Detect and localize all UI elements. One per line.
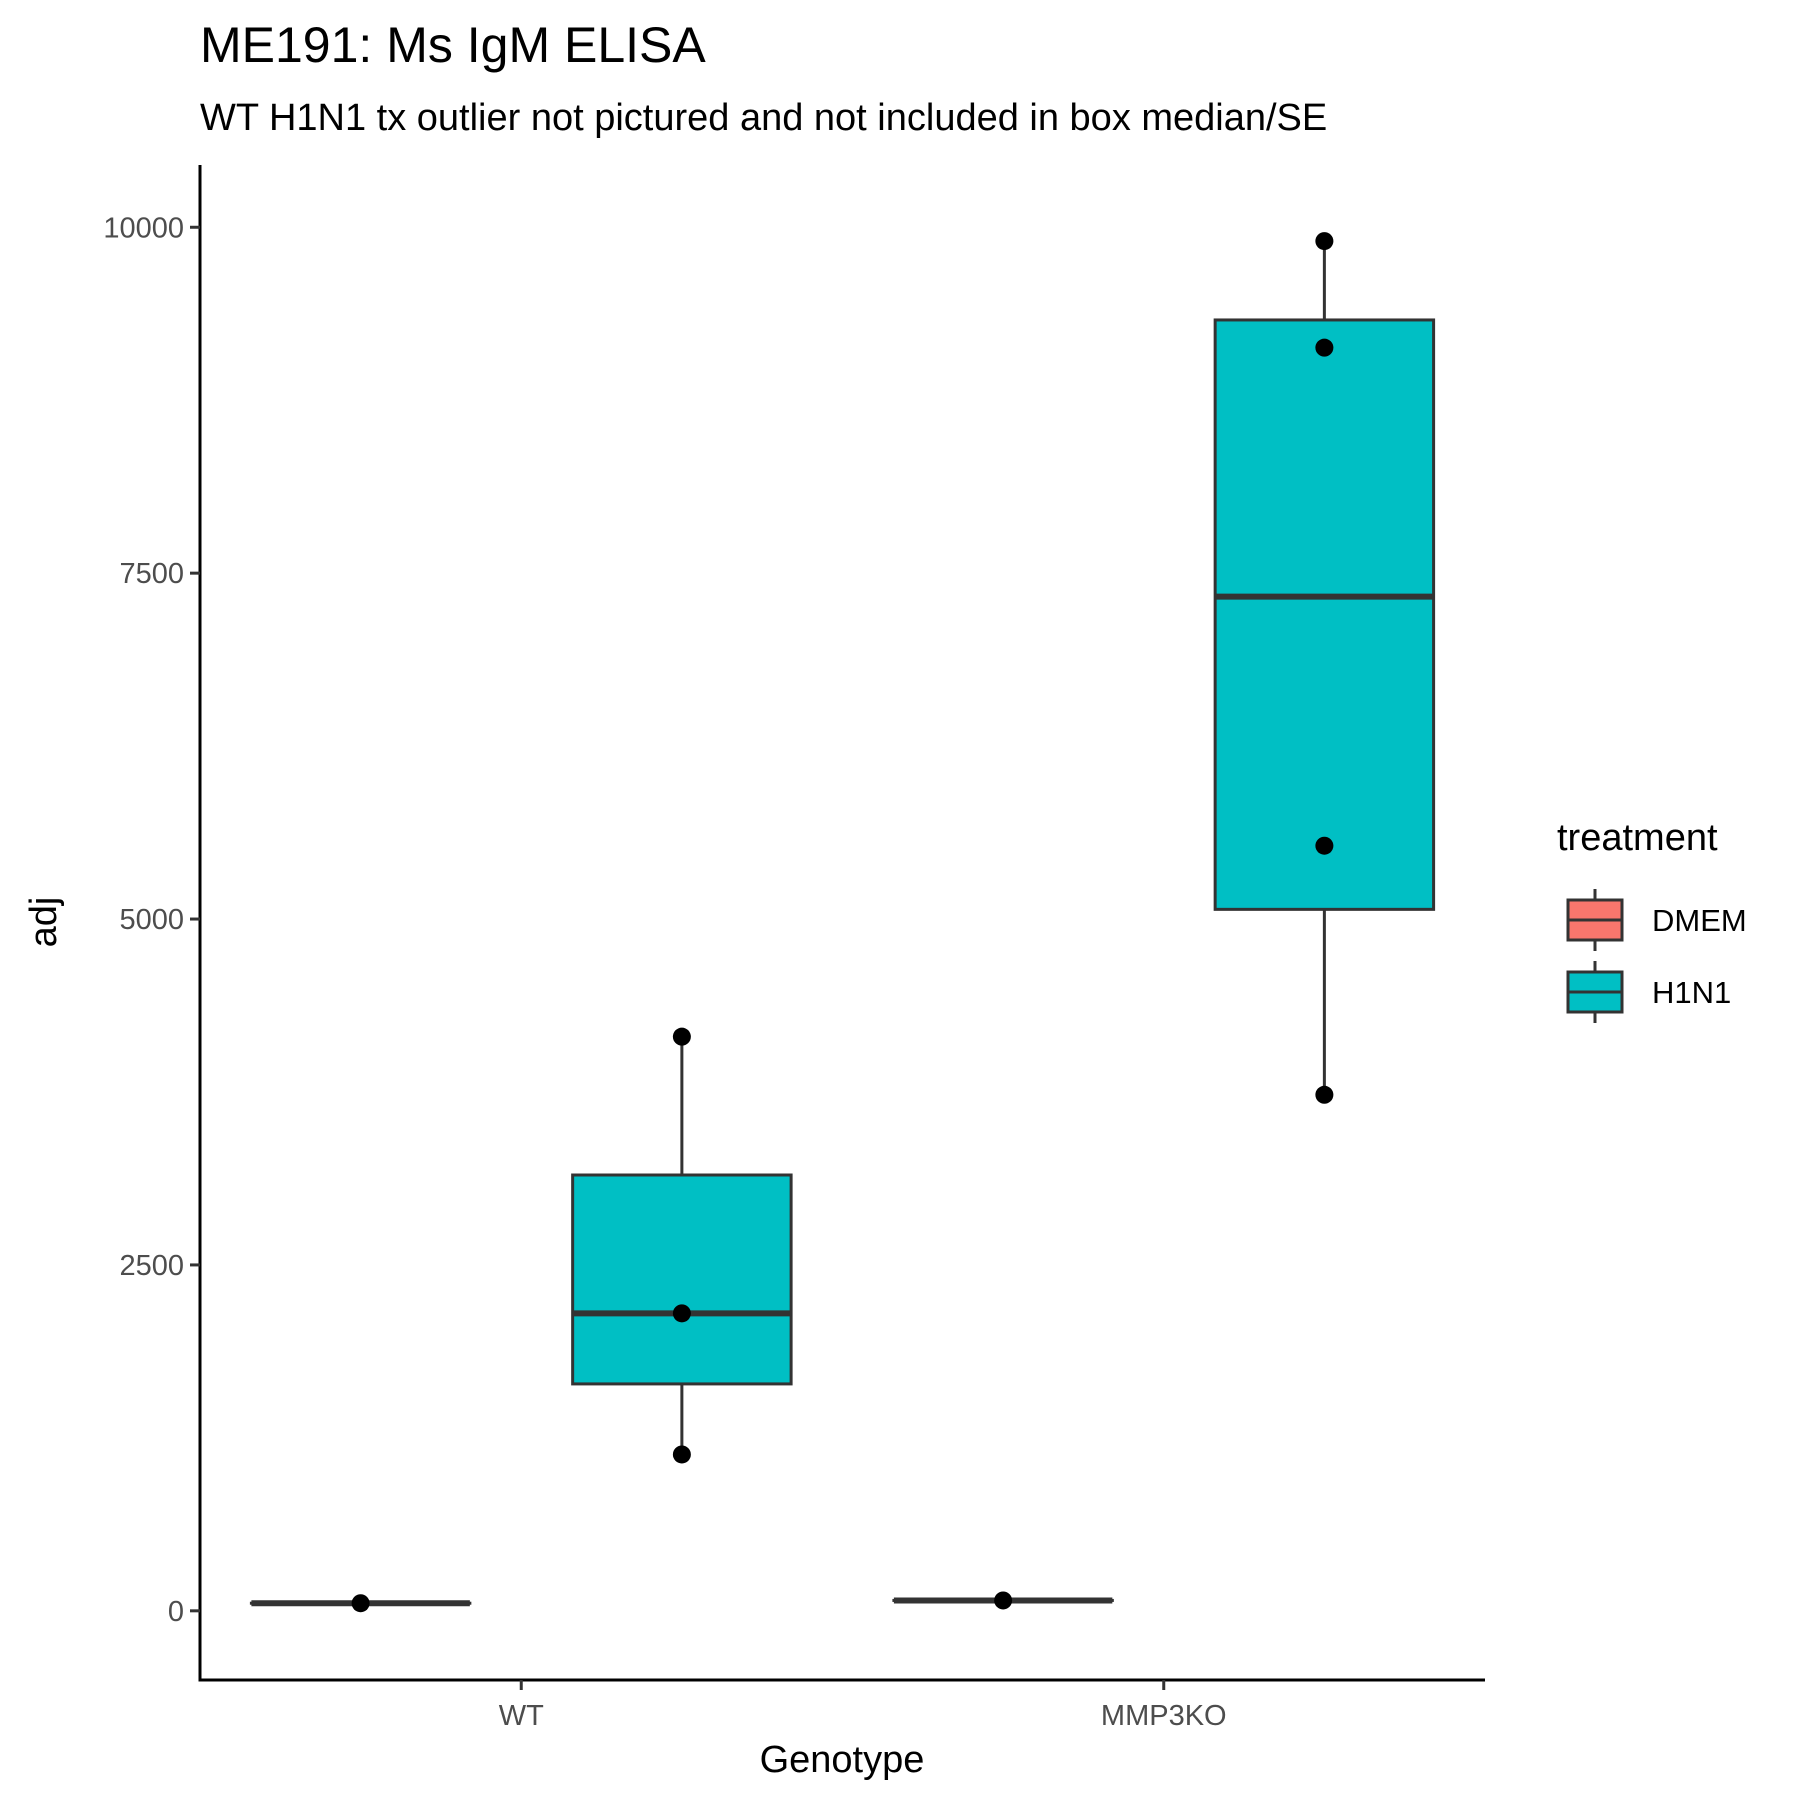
box-body [1213,318,1436,911]
x-axis-ticks: WT MMP3KO [499,1680,1227,1732]
data-point [1315,338,1334,357]
data-point [672,1304,691,1323]
legend-title: treatment [1557,817,1718,859]
box-body [571,1173,793,1386]
y-tick-label: 5000 [119,904,184,936]
x-axis-title: Genotype [760,1739,925,1781]
y-tick-label: 10000 [103,212,184,244]
x-tick-label: MMP3KO [1101,1700,1227,1732]
y-tick-label: 2500 [119,1250,184,1282]
y-axis-title: adj [23,897,65,948]
box-h1n1-wt [571,1036,793,1455]
data-point [994,1591,1013,1610]
data-point [1315,232,1334,251]
data-point [672,1027,691,1046]
y-axis-ticks: 0 2500 5000 7500 10000 [103,212,200,1628]
legend-item-h1n1: H1N1 [1566,961,1731,1023]
legend: treatment DMEM H1N1 [1557,817,1747,1023]
data-point [1315,836,1334,855]
plot-area [249,232,1436,1613]
y-tick-label: 0 [168,1596,184,1628]
x-tick-label: WT [499,1700,544,1732]
y-tick-label: 7500 [119,558,184,590]
chart-title: ME191: Ms IgM ELISA [200,17,706,73]
data-point [351,1594,370,1613]
legend-items: DMEM H1N1 [1566,889,1747,1023]
data-point [672,1445,691,1464]
data-point [1315,1085,1334,1104]
legend-label: H1N1 [1652,975,1731,1010]
chart-subtitle: WT H1N1 tx outlier not pictured and not … [200,97,1327,139]
legend-item-dmem: DMEM [1566,889,1747,951]
box-h1n1-mmp3ko [1213,241,1436,1095]
legend-label: DMEM [1652,903,1747,938]
